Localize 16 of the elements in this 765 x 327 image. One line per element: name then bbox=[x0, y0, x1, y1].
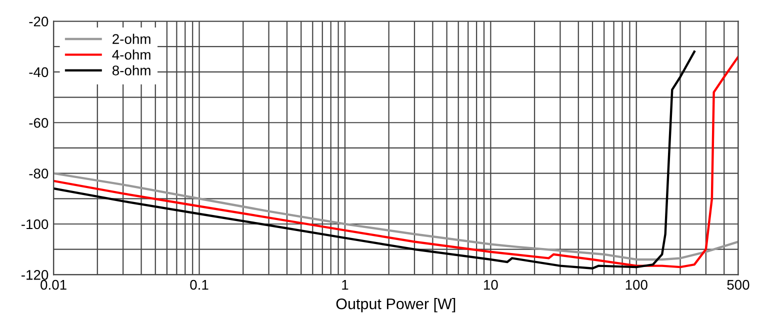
x-tick-label: 100 bbox=[626, 280, 648, 290]
x-tick-label: 10 bbox=[484, 280, 498, 290]
y-tick-label: -120 bbox=[22, 270, 48, 280]
x-axis-title: Output Power [W] bbox=[336, 298, 456, 312]
legend-label: 2-ohm bbox=[112, 34, 150, 44]
legend-label: 4-ohm bbox=[112, 49, 150, 60]
x-tick-label: 0.01 bbox=[40, 280, 66, 290]
y-tick-label: -100 bbox=[22, 219, 48, 230]
y-tick-label: -40 bbox=[29, 67, 48, 78]
y-tick-label: -80 bbox=[29, 168, 48, 178]
x-tick-label: 500 bbox=[727, 280, 750, 290]
x-tick-label: 1 bbox=[342, 280, 348, 290]
y-tick-label: -20 bbox=[29, 16, 48, 26]
legend-label: 8-ohm bbox=[112, 65, 150, 76]
y-tick-label: -60 bbox=[29, 118, 48, 128]
x-tick-label: 0.1 bbox=[190, 280, 208, 290]
